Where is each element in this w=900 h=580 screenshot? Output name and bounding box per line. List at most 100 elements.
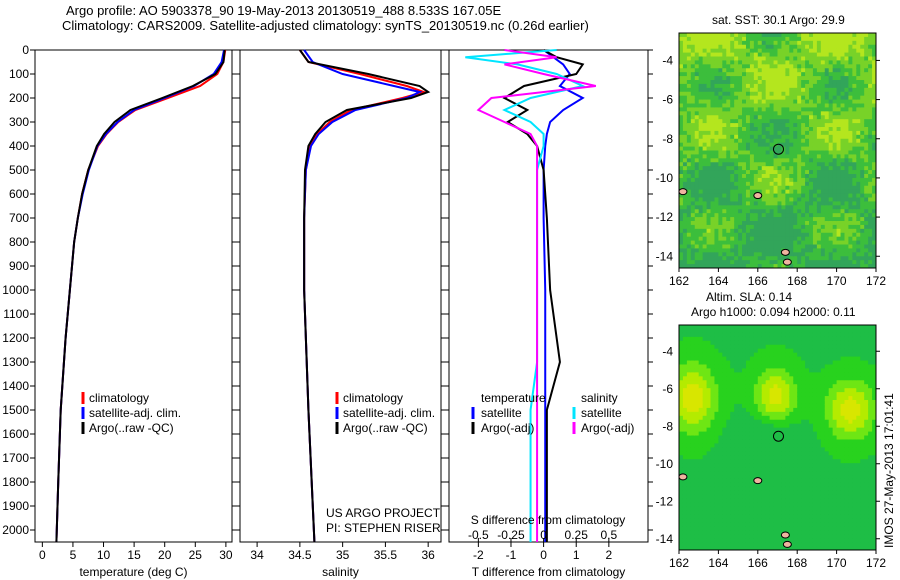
- sst-map-cell: [801, 162, 806, 167]
- sst-map-cell: [761, 76, 767, 81]
- sst-map-cell: [781, 228, 786, 234]
- sla-map-cell: [769, 376, 775, 381]
- sla-map-cell: [730, 498, 735, 504]
- sst-map-cell: [781, 209, 786, 214]
- sla-map-cell: [797, 344, 802, 350]
- sla-map-cell: [777, 439, 782, 444]
- sst-map-cell: [738, 36, 743, 42]
- legend-label: climatology: [343, 391, 403, 405]
- sla-map-cell: [698, 340, 704, 346]
- sst-map-cell: [868, 209, 873, 214]
- sla-map-cell: [789, 423, 794, 429]
- sst-map-cell: [706, 107, 712, 112]
- sla-map-cell: [761, 384, 767, 389]
- sla-map-cell: [753, 506, 759, 512]
- sst-map-cell: [828, 224, 834, 230]
- sst-map-cell: [765, 127, 771, 132]
- sst-map-cell: [828, 252, 834, 257]
- sst-map-cell: [722, 87, 727, 93]
- lat-tick-label: -10: [656, 171, 674, 185]
- sst-map-cell: [801, 111, 806, 116]
- sst-map-cell: [781, 111, 786, 116]
- sst-map-cell: [773, 197, 778, 202]
- sla-map-cell: [682, 439, 688, 444]
- sst-map-cell: [872, 103, 877, 108]
- sla-map-cell: [769, 336, 775, 342]
- sst-map-cell: [793, 123, 798, 128]
- sst-map-cell: [844, 150, 849, 155]
- sla-map-cell: [753, 344, 759, 350]
- sst-map-cell: [714, 142, 719, 148]
- sla-map-cell: [757, 435, 763, 440]
- sst-map-cell: [745, 40, 751, 46]
- sst-map-cell: [785, 217, 790, 222]
- sla-map-cell: [706, 510, 712, 515]
- sst-map-cell: [868, 44, 873, 50]
- sla-map-cell: [694, 542, 700, 547]
- sst-map-cell: [844, 33, 849, 38]
- sst-map-cell: [769, 205, 775, 210]
- sst-map-cell: [761, 142, 767, 148]
- sst-map-cell: [722, 115, 727, 120]
- sla-map-cell: [710, 471, 715, 476]
- sst-map-cell: [872, 205, 877, 210]
- sst-map-cell: [690, 72, 696, 77]
- sst-map-cell: [761, 150, 767, 155]
- sla-map-cell: [686, 443, 692, 448]
- sla-map-cell: [761, 403, 767, 409]
- sst-map-cell: [714, 127, 719, 132]
- sla-map-cell: [694, 494, 700, 500]
- y-tick-label: 1200: [2, 331, 29, 345]
- sst-map-cell: [816, 181, 822, 187]
- sst-map-cell: [745, 150, 751, 155]
- sla-map-cell: [710, 352, 715, 358]
- sla-map-cell: [690, 325, 696, 330]
- sla-map-cell: [793, 526, 798, 531]
- sst-map-cell: [868, 264, 873, 269]
- x-tick-label: 34: [250, 548, 264, 562]
- sst-map-cell: [749, 72, 755, 77]
- sla-map-cell: [690, 396, 696, 401]
- sla-map-cell: [753, 376, 759, 381]
- sla-map-cell: [797, 396, 802, 401]
- sst-map-cell: [844, 201, 849, 206]
- sla-map-cell: [793, 325, 798, 330]
- sst-map-cell: [828, 142, 834, 148]
- sla-map-cell: [757, 388, 763, 393]
- sla-map-cell: [769, 423, 775, 429]
- sst-map-cell: [828, 68, 834, 73]
- sla-map-cell: [686, 411, 692, 417]
- x-tick-label: 35: [336, 548, 350, 562]
- sst-map-cell: [856, 181, 861, 187]
- sst-map-cell: [738, 111, 743, 116]
- sla-map-cell: [718, 352, 723, 358]
- sst-map-cell: [773, 76, 778, 81]
- sst-map-cell: [805, 244, 810, 249]
- sst-map-cell: [718, 36, 723, 42]
- sla-map-cell: [761, 396, 767, 401]
- sst-map-cell: [872, 162, 877, 167]
- sla-map-cell: [769, 546, 775, 551]
- sst-map-cell: [785, 80, 790, 85]
- sst-map-cell: [840, 115, 845, 120]
- sla-map-cell: [749, 348, 755, 354]
- sla-map-cell: [738, 344, 743, 350]
- sla-map-cell: [765, 490, 771, 496]
- sst-map-cell: [805, 201, 810, 206]
- sla-map-cell: [702, 455, 708, 460]
- sst-map-cell: [828, 166, 834, 171]
- sla-map-cell: [702, 368, 708, 373]
- sst-map-cell: [706, 205, 712, 210]
- sla-map-cell: [789, 388, 794, 393]
- sla-map-cell: [702, 372, 708, 377]
- sst-map-cell: [702, 95, 708, 101]
- sst-map-cell: [757, 64, 763, 69]
- sst-map-cell: [868, 48, 873, 54]
- sst-map-cell: [714, 201, 719, 206]
- sla-map-cell: [710, 546, 715, 551]
- sla-map-cell: [726, 447, 731, 452]
- sst-map-cell: [690, 52, 696, 57]
- sst-map-cell: [856, 217, 861, 222]
- sst-map-cell: [848, 260, 853, 265]
- sla-map-cell: [698, 368, 704, 373]
